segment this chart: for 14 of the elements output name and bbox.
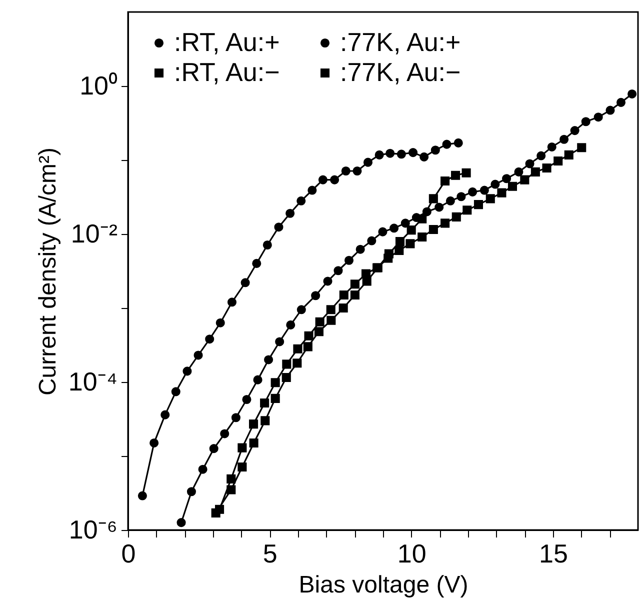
y-tick-label: 10⁻²: [70, 218, 118, 248]
y-tick-label: 10⁰: [80, 70, 118, 100]
y-tick-label: 10⁻⁶: [68, 514, 118, 544]
x-tick-label: 0: [121, 538, 136, 568]
legend-label: :RT, Au:+: [174, 27, 280, 57]
legend-label: :77K, Au:−: [340, 57, 461, 87]
x-tick-label: 5: [262, 538, 278, 568]
legend-label: :77K, Au:+: [340, 27, 461, 57]
y-tick-label: 10⁻⁴: [68, 366, 118, 396]
x-axis-title: Bias voltage (V): [298, 572, 468, 598]
legend-label: :RT, Au:−: [174, 57, 280, 87]
y-axis-title: Current density (A/cm²): [34, 147, 62, 396]
x-tick-label: 10: [397, 538, 426, 568]
x-tick-label: 15: [539, 538, 568, 568]
